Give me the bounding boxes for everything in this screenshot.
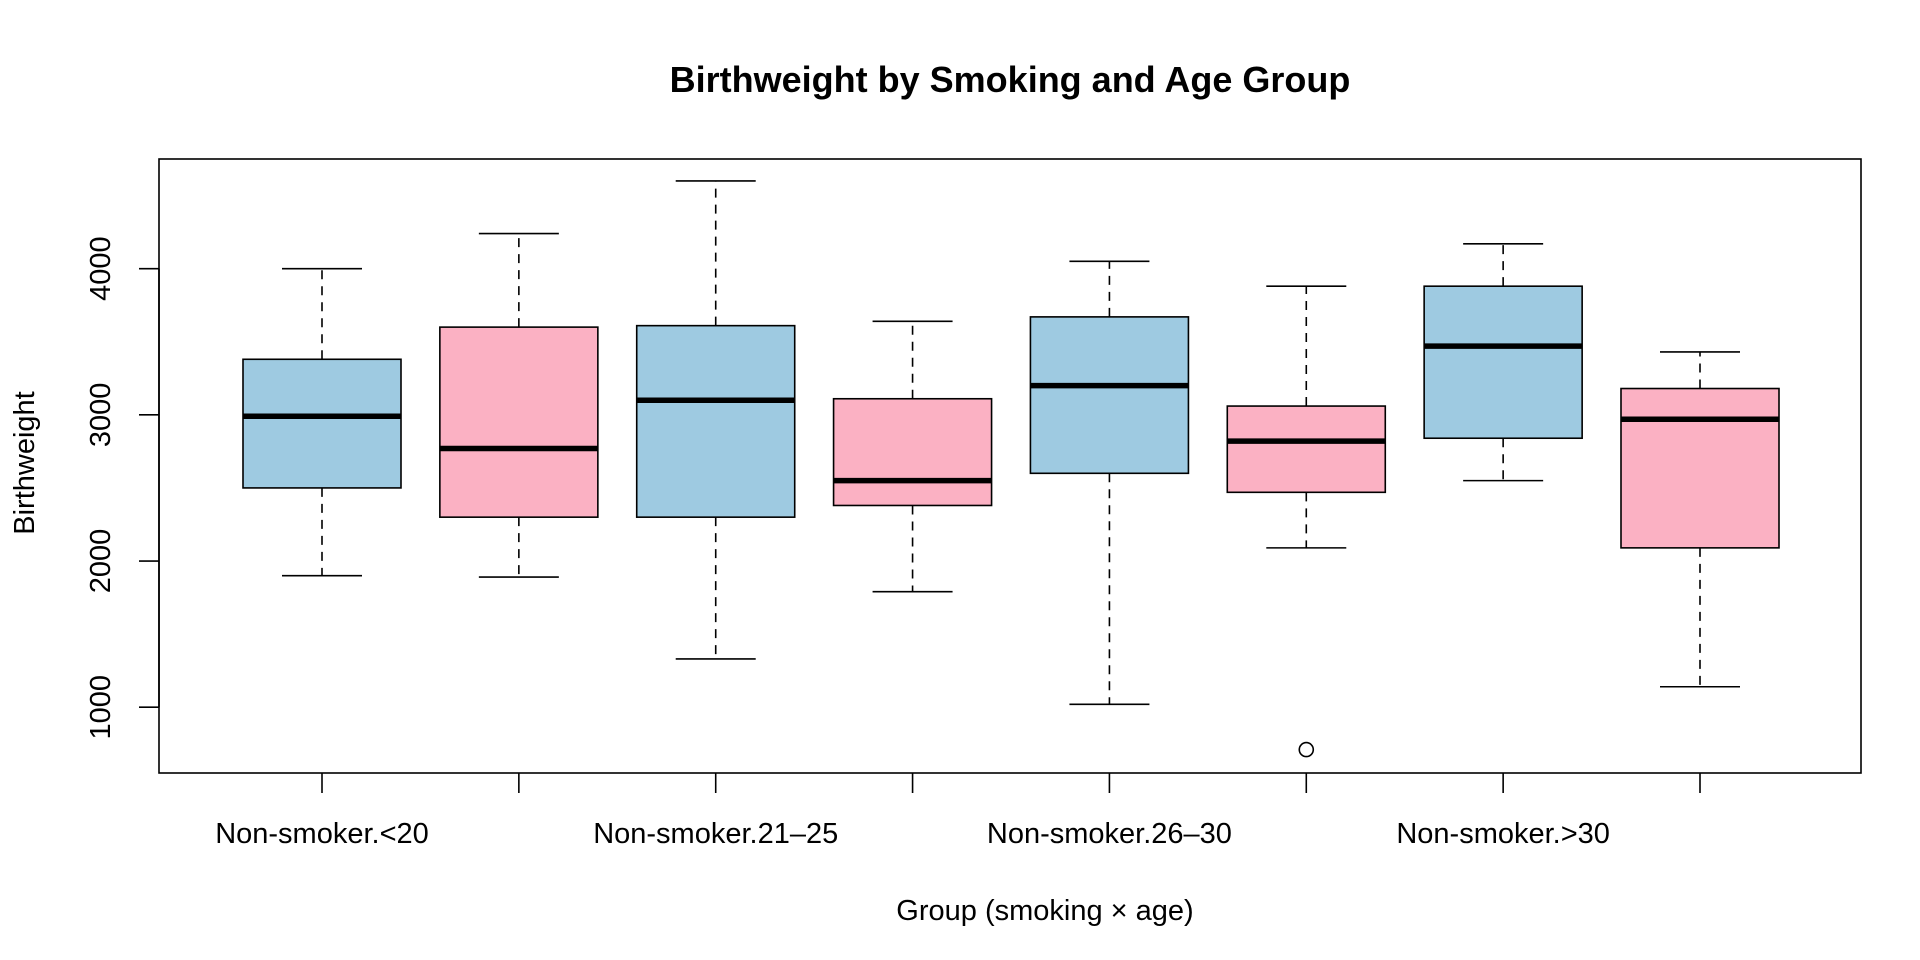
- box-iqr: [832, 397, 993, 507]
- box-4: [1029, 260, 1190, 706]
- box-0: [242, 267, 402, 577]
- box-iqr: [1029, 316, 1190, 475]
- box-iqr: [242, 358, 402, 489]
- boxes-group: [242, 180, 1780, 758]
- x-tick-label: Non-smoker.26–30: [987, 818, 1232, 850]
- x-axis: Non-smoker.<20 Non-smoker.21–25 Non-smoker…: [215, 773, 1701, 850]
- y-tick-label: 1000: [85, 675, 117, 740]
- box-iqr: [1423, 285, 1583, 440]
- y-tick-label: 2000: [85, 529, 117, 594]
- y-axis: 1000 2000 3000 4000: [85, 236, 160, 740]
- chart-title: Birthweight by Smoking and Age Group: [670, 59, 1351, 100]
- plot-frame: [158, 158, 1862, 774]
- box-iqr: [635, 324, 796, 518]
- box-5: [1226, 285, 1387, 758]
- box-iqr: [439, 326, 599, 518]
- x-tick-label: Non-smoker.21–25: [593, 818, 838, 850]
- x-axis-label: Group (smoking × age): [896, 895, 1193, 927]
- y-axis-label: Birthweight: [9, 391, 41, 534]
- box-7: [1620, 351, 1780, 688]
- box-1: [439, 232, 599, 578]
- outlier-point: [1298, 741, 1315, 758]
- box-3: [832, 320, 993, 593]
- box-iqr: [1620, 387, 1780, 549]
- x-tick-label: Non-smoker.<20: [215, 818, 429, 850]
- box-6: [1423, 242, 1583, 482]
- y-tick-label: 4000: [85, 236, 117, 301]
- x-tick-label: Non-smoker.>30: [1396, 818, 1610, 850]
- box-2: [635, 180, 796, 660]
- box-iqr: [1226, 405, 1387, 494]
- y-tick-label: 3000: [85, 383, 117, 448]
